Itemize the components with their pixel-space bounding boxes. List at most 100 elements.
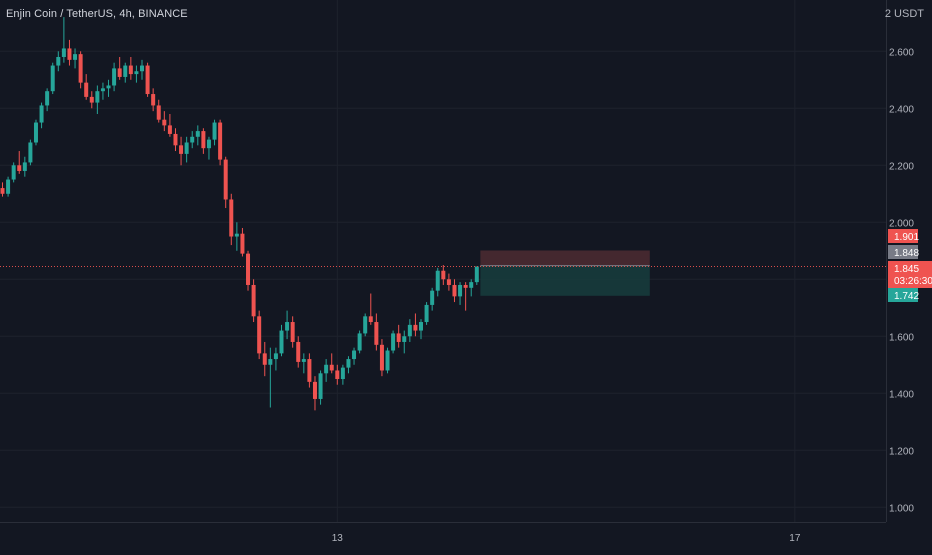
candle-body[interactable] [61,48,66,57]
candle-body[interactable] [179,145,184,154]
candle-body[interactable] [84,82,89,97]
candle-body[interactable] [385,350,390,371]
candle-body[interactable] [441,270,446,280]
candle-body[interactable] [273,353,278,360]
candle-body[interactable] [290,322,295,342]
candle-body[interactable] [195,131,200,137]
candle-body[interactable] [151,94,156,106]
candle-body[interactable] [296,341,301,362]
candle-body[interactable] [474,266,479,283]
candle-body[interactable] [312,381,317,399]
candle-body[interactable] [39,105,44,123]
candle-body[interactable] [335,370,340,380]
price-tick-label: 2.400 [889,104,914,115]
candle-body[interactable] [33,122,38,143]
candle-body[interactable] [340,367,345,380]
candle-body[interactable] [301,359,306,362]
candle-body[interactable] [318,373,323,399]
candle-body[interactable] [469,282,474,288]
candle-body[interactable] [123,65,128,77]
candle-body[interactable] [391,333,396,351]
candle-body[interactable] [145,65,150,95]
candle-body[interactable] [257,316,262,354]
candle-body[interactable] [374,322,379,345]
candle-body[interactable] [324,364,329,374]
candle-body[interactable] [246,253,251,285]
candle-body[interactable] [212,122,217,140]
candle-body[interactable] [22,162,27,171]
candle-body[interactable] [112,68,117,86]
candle-body[interactable] [173,133,178,146]
candle-body[interactable] [285,322,290,331]
candle-body[interactable] [218,122,223,160]
price-tag-last [888,261,932,288]
candle-body[interactable] [452,284,457,297]
candle-body[interactable] [6,179,11,194]
candle-body[interactable] [95,91,100,103]
candle-body[interactable] [463,284,468,288]
candle-body[interactable] [162,119,167,126]
time-tick-label: 17 [789,533,801,544]
price-tick-label: 2.600 [889,47,914,58]
candle-body[interactable] [11,165,16,180]
candle-body[interactable] [67,48,72,60]
candle-body[interactable] [89,96,94,103]
candle-body[interactable] [402,336,407,342]
candle-body[interactable] [223,159,228,200]
candle-body[interactable] [240,233,245,254]
price-countdown-label: 03:26:30 [894,276,932,287]
candle-body[interactable] [357,333,362,351]
candle-body[interactable] [201,131,206,149]
candle-body[interactable] [419,322,423,331]
candle-body[interactable] [279,330,284,354]
price-tick-label: 1.200 [889,446,914,457]
candle-body[interactable] [50,65,55,92]
candle-body[interactable] [363,316,368,334]
candle-body[interactable] [396,333,401,342]
candle-body[interactable] [262,353,267,365]
candle-body[interactable] [45,91,50,106]
candle-body[interactable] [435,270,440,291]
candle-body[interactable] [424,304,429,323]
candle-body[interactable] [379,344,384,371]
candle-body[interactable] [234,233,239,237]
candle-body[interactable] [229,199,234,237]
candle-body[interactable] [458,284,463,297]
candle-body[interactable] [352,350,357,360]
candle-body[interactable] [17,165,22,171]
candle-body[interactable] [430,290,435,305]
candle-body[interactable] [156,105,161,120]
currency-label[interactable]: 2 USDT [884,8,924,20]
candle-body[interactable] [413,324,418,331]
candle-body[interactable] [346,359,351,368]
candle-body[interactable] [167,125,172,134]
candle-body[interactable] [251,284,256,317]
candle-body[interactable] [117,68,122,77]
candle-body[interactable] [128,65,133,75]
candle-body[interactable] [307,359,312,382]
candle-body[interactable] [73,54,78,60]
candle-body[interactable] [407,324,412,337]
candle-body[interactable] [206,139,211,149]
price-tick-label: 1.600 [889,332,914,343]
position-stop-zone[interactable] [480,250,650,266]
price-tag-label: 1.901 [894,232,919,243]
candle-body[interactable] [28,142,33,163]
candle-body[interactable] [190,136,195,143]
candle-body[interactable] [140,65,144,72]
candle-body[interactable] [0,188,5,194]
candle-body[interactable] [100,88,105,92]
candle-body[interactable] [184,142,189,154]
candle-body[interactable] [134,71,139,75]
position-target-zone[interactable] [480,265,650,296]
candle-body[interactable] [106,85,111,89]
candle-body[interactable] [368,316,373,323]
candle-body[interactable] [329,364,334,371]
candle-body[interactable] [78,54,83,83]
candle-body[interactable] [446,279,451,285]
candle-body[interactable] [268,359,273,365]
price-tag-target [888,288,918,302]
candle-body[interactable] [56,56,61,66]
